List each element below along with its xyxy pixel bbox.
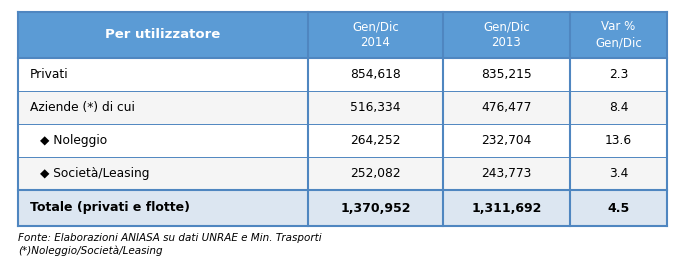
- Bar: [18, 124, 667, 157]
- Text: ◆ Società/Leasing: ◆ Società/Leasing: [40, 167, 149, 180]
- Bar: [18, 58, 667, 91]
- Text: ◆ Noleggio: ◆ Noleggio: [40, 134, 108, 147]
- Text: 2.3: 2.3: [609, 68, 628, 81]
- Text: 264,252: 264,252: [350, 134, 401, 147]
- Text: 516,334: 516,334: [350, 101, 401, 114]
- Text: Privati: Privati: [30, 68, 68, 81]
- Text: Fonte: Elaborazioni ANIASA su dati UNRAE e Min. Trasporti: Fonte: Elaborazioni ANIASA su dati UNRAE…: [18, 233, 322, 243]
- Text: Per utilizzatore: Per utilizzatore: [105, 29, 221, 41]
- Text: 476,477: 476,477: [482, 101, 532, 114]
- Text: 1,311,692: 1,311,692: [471, 202, 542, 215]
- Text: 3.4: 3.4: [609, 167, 628, 180]
- Text: 8.4: 8.4: [609, 101, 628, 114]
- Bar: [18, 157, 667, 190]
- Bar: [18, 190, 667, 226]
- Text: Var %
Gen/Dic: Var % Gen/Dic: [595, 21, 642, 49]
- Text: 232,704: 232,704: [482, 134, 532, 147]
- Text: Gen/Dic
2013: Gen/Dic 2013: [483, 21, 530, 49]
- Bar: [18, 12, 667, 58]
- Text: (*)Noleggio/Società/Leasing: (*)Noleggio/Società/Leasing: [18, 246, 162, 257]
- Text: 854,618: 854,618: [350, 68, 401, 81]
- Text: 835,215: 835,215: [481, 68, 532, 81]
- Text: 252,082: 252,082: [350, 167, 401, 180]
- Text: Aziende (*) di cui: Aziende (*) di cui: [30, 101, 135, 114]
- Text: 243,773: 243,773: [482, 167, 532, 180]
- Text: 4.5: 4.5: [608, 202, 630, 215]
- Text: 13.6: 13.6: [605, 134, 632, 147]
- Text: Totale (privati e flotte): Totale (privati e flotte): [30, 202, 190, 215]
- Bar: [18, 91, 667, 124]
- Text: 1,370,952: 1,370,952: [340, 202, 411, 215]
- Text: Gen/Dic
2014: Gen/Dic 2014: [352, 21, 399, 49]
